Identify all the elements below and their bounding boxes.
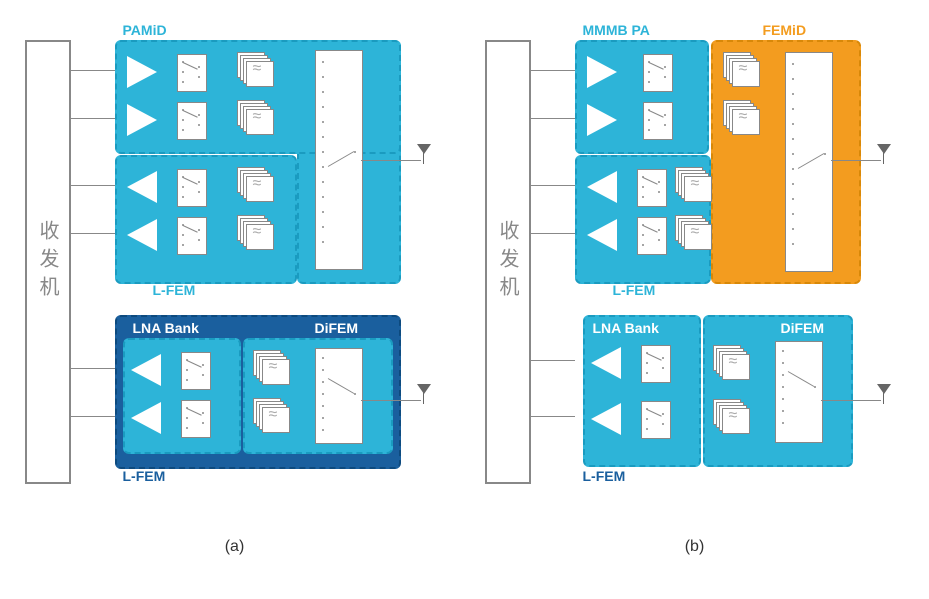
filter-stack-icon xyxy=(675,167,711,207)
diagram-a: 收发机 PAMiD xyxy=(25,20,445,556)
pamid-label: PAMiD xyxy=(123,22,167,38)
filter-stack-icon xyxy=(723,100,759,140)
amplifier-rev-icon xyxy=(131,402,161,434)
filter-stack-icon xyxy=(237,167,273,207)
wire xyxy=(69,118,115,119)
wire xyxy=(69,416,115,417)
lna-bank-label: LNA Bank xyxy=(133,320,199,336)
switch-icon xyxy=(637,217,667,255)
difem-module xyxy=(703,315,853,467)
switch-icon xyxy=(643,54,673,92)
lfem-lower-label: L-FEM xyxy=(123,468,166,484)
lna-bank-module xyxy=(583,315,701,467)
amplifier-icon xyxy=(127,104,157,136)
wire xyxy=(529,233,575,234)
amplifier-rev-icon xyxy=(591,403,621,435)
wire xyxy=(831,160,881,161)
wire xyxy=(529,185,575,186)
lfem-upper-module xyxy=(575,155,711,284)
lfem-upper-label: L-FEM xyxy=(153,282,196,298)
filter-stack-icon xyxy=(237,52,273,92)
switch-icon xyxy=(181,400,211,438)
diagram-container: 收发机 PAMiD xyxy=(20,20,909,556)
switch-icon xyxy=(641,401,671,439)
amplifier-rev-icon xyxy=(587,219,617,251)
lna-bank-label: LNA Bank xyxy=(593,320,659,336)
switch-icon xyxy=(177,169,207,207)
antenna-icon xyxy=(415,382,435,402)
femid-module xyxy=(711,40,861,284)
transceiver-block: 收发机 xyxy=(485,40,531,484)
amplifier-icon xyxy=(587,56,617,88)
mmmb-pa-label: MMMB PA xyxy=(583,22,650,38)
wire xyxy=(361,400,421,401)
lfem-upper-module xyxy=(115,155,297,284)
amplifier-rev-icon xyxy=(127,219,157,251)
transceiver-block: 收发机 xyxy=(25,40,71,484)
lna-bank-module xyxy=(123,338,241,454)
filter-stack-icon xyxy=(237,215,273,255)
wire xyxy=(69,233,115,234)
amplifier-icon xyxy=(127,56,157,88)
wire xyxy=(69,70,115,71)
femid-label: FEMiD xyxy=(763,22,807,38)
difem-label: DiFEM xyxy=(781,320,825,336)
big-switch-icon xyxy=(315,348,363,444)
difem-label: DiFEM xyxy=(315,320,359,336)
switch-icon xyxy=(177,217,207,255)
big-switch-icon xyxy=(775,341,823,443)
filter-stack-icon xyxy=(253,350,289,390)
transceiver-label: 收发机 xyxy=(33,220,62,304)
antenna-icon xyxy=(415,142,435,162)
filter-stack-icon xyxy=(675,215,711,255)
antenna-icon xyxy=(875,142,895,162)
diagram-b: 收发机 MMMB PA FEMiD xyxy=(485,20,905,556)
switch-icon xyxy=(641,345,671,383)
filter-stack-icon xyxy=(237,100,273,140)
difem-module xyxy=(243,338,393,454)
amplifier-rev-icon xyxy=(587,171,617,203)
wire xyxy=(361,160,421,161)
wire xyxy=(529,118,575,119)
lfem-upper-label: L-FEM xyxy=(613,282,656,298)
amplifier-rev-icon xyxy=(131,354,161,386)
filter-stack-icon xyxy=(713,399,749,439)
transceiver-label: 收发机 xyxy=(493,220,522,304)
caption-b: (b) xyxy=(485,538,905,556)
wire xyxy=(529,70,575,71)
caption-a: (a) xyxy=(25,538,445,556)
lfem-lower-label: L-FEM xyxy=(583,468,626,484)
filter-stack-icon xyxy=(723,52,759,92)
wire xyxy=(529,416,575,417)
amplifier-rev-icon xyxy=(127,171,157,203)
filter-stack-icon xyxy=(253,398,289,438)
wire xyxy=(69,185,115,186)
antenna-icon xyxy=(875,382,895,402)
amplifier-rev-icon xyxy=(591,347,621,379)
big-switch-icon xyxy=(315,50,363,270)
switch-icon xyxy=(177,54,207,92)
mmmb-pa-module xyxy=(575,40,709,154)
amplifier-icon xyxy=(587,104,617,136)
filter-stack-icon xyxy=(713,345,749,385)
switch-icon xyxy=(637,169,667,207)
switch-icon xyxy=(181,352,211,390)
switch-icon xyxy=(643,102,673,140)
wire xyxy=(69,368,115,369)
wire xyxy=(821,400,881,401)
big-switch-icon xyxy=(785,52,833,272)
switch-icon xyxy=(177,102,207,140)
wire xyxy=(529,360,575,361)
